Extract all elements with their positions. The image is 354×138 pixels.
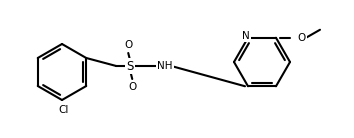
Text: Cl: Cl bbox=[59, 105, 69, 115]
Text: S: S bbox=[127, 59, 134, 72]
Text: N: N bbox=[242, 31, 250, 41]
Text: NH: NH bbox=[158, 61, 173, 71]
Text: O: O bbox=[298, 33, 306, 43]
Text: O: O bbox=[124, 40, 132, 50]
Text: O: O bbox=[128, 82, 136, 92]
